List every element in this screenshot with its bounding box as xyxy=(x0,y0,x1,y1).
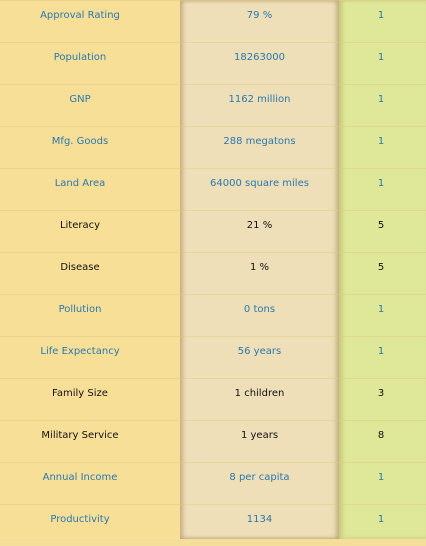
stat-name-column xyxy=(0,0,180,539)
stat-name: Military Service xyxy=(41,430,119,441)
row-divider xyxy=(0,378,426,379)
stat-value: 8 per capita xyxy=(229,472,290,483)
row-divider xyxy=(0,42,426,43)
stat-name: GNP xyxy=(69,94,91,105)
row-divider xyxy=(0,210,426,211)
stat-value: 56 years xyxy=(237,346,282,357)
stat-rank: 1 xyxy=(377,178,385,189)
stat-name: Population xyxy=(53,52,107,63)
stat-name: Pollution xyxy=(58,304,102,315)
row-divider xyxy=(0,0,426,1)
row-divider xyxy=(0,252,426,253)
row-divider xyxy=(0,294,426,295)
stat-value: 64000 square miles xyxy=(210,178,309,189)
stat-name: Family Size xyxy=(52,388,108,399)
row-divider xyxy=(0,504,426,505)
table-row: Military Service 1 years 8 xyxy=(0,420,426,462)
table-row: Family Size 1 children 3 xyxy=(0,378,426,420)
table-row: Pollution 0 tons 1 xyxy=(0,294,426,336)
table-row: Annual Income 8 per capita 1 xyxy=(0,462,426,504)
stat-name: Life Expectancy xyxy=(40,346,120,357)
table-row: Productivity 1134 1 xyxy=(0,504,426,539)
stat-name: Disease xyxy=(60,262,100,273)
table-row: Population 18263000 1 xyxy=(0,42,426,84)
stat-value-column xyxy=(180,0,339,539)
table-row: Land Area 64000 square miles 1 xyxy=(0,168,426,210)
stat-value: 1162 million xyxy=(228,94,291,105)
stat-name: Literacy xyxy=(59,220,101,231)
stat-rank: 3 xyxy=(377,388,385,399)
stat-rank: 1 xyxy=(377,472,385,483)
stat-value: 1 % xyxy=(249,262,270,273)
stat-value: 0 tons xyxy=(243,304,276,315)
row-divider xyxy=(0,336,426,337)
stat-value: 79 % xyxy=(246,10,273,21)
row-divider xyxy=(0,168,426,169)
stat-rank: 1 xyxy=(377,304,385,315)
stat-value: 1 years xyxy=(240,430,279,441)
table-row: Disease 1 % 5 xyxy=(0,252,426,294)
stat-name: Approval Rating xyxy=(40,10,120,21)
stat-value: 1 children xyxy=(234,388,285,399)
table-row: GNP 1162 million 1 xyxy=(0,84,426,126)
stat-rank: 1 xyxy=(377,10,385,21)
row-divider xyxy=(0,420,426,421)
stat-rank: 1 xyxy=(377,514,385,525)
table-row: Approval Rating 79 % 1 xyxy=(0,0,426,42)
stat-name: Mfg. Goods xyxy=(51,136,109,147)
stat-value: 18263000 xyxy=(234,52,285,63)
stat-name: Annual Income xyxy=(42,472,118,483)
row-divider xyxy=(0,462,426,463)
stat-name: Land Area xyxy=(54,178,106,189)
stat-rank: 1 xyxy=(377,52,385,63)
row-divider xyxy=(0,84,426,85)
table-row: Literacy 21 % 5 xyxy=(0,210,426,252)
stat-rank: 8 xyxy=(377,430,385,441)
stat-name: Productivity xyxy=(50,514,110,525)
stat-rank: 1 xyxy=(377,136,385,147)
row-divider xyxy=(0,126,426,127)
stat-rank: 1 xyxy=(377,346,385,357)
stat-rank: 1 xyxy=(377,94,385,105)
stat-value: 288 megatons xyxy=(223,136,296,147)
table-row: Mfg. Goods 288 megatons 1 xyxy=(0,126,426,168)
table-row: Life Expectancy 56 years 1 xyxy=(0,336,426,378)
stat-rank-column xyxy=(339,0,426,539)
stat-rank: 5 xyxy=(377,262,385,273)
stat-value: 1134 xyxy=(246,514,273,525)
stat-rank: 5 xyxy=(377,220,385,231)
stat-value: 21 % xyxy=(246,220,273,231)
